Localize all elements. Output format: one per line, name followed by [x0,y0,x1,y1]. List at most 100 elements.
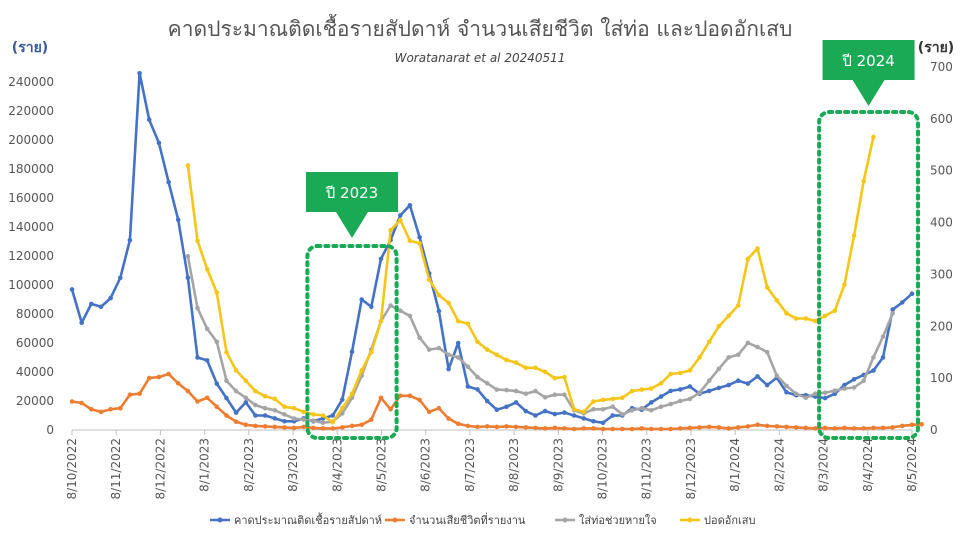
data-point [465,364,471,370]
data-point [494,387,500,392]
data-point [774,373,780,378]
data-point [388,303,393,308]
data-point [446,366,451,372]
data-point [822,390,828,396]
data-point [687,396,693,402]
data-point [359,368,365,373]
left-axis-unit-label: (ราย) [12,40,48,56]
left-axis-tick-label: 140000 [8,220,54,234]
data-point [253,388,258,394]
data-point [195,238,200,243]
data-point [600,426,606,432]
data-point [243,378,249,384]
data-point [533,365,538,371]
data-point [716,324,722,329]
data-point [504,404,509,410]
data-point [137,71,142,76]
data-point [301,409,307,415]
left-axis-tick-label: 160000 [8,191,54,205]
x-axis-tick-label: 8/9/2023 [551,438,565,492]
data-point [745,256,751,262]
data-point [465,321,471,327]
data-point [755,246,760,251]
data-point [185,388,191,394]
data-point [388,407,393,412]
data-point [243,400,249,405]
callout-label: ปี 2023 [325,184,378,202]
data-point [726,382,731,388]
data-point [716,425,722,430]
data-point [764,423,770,429]
data-point [156,374,162,380]
data-point [127,392,133,398]
data-point [484,398,490,404]
data-point [620,426,625,432]
data-point [871,368,876,373]
data-point [861,378,866,384]
data-point [668,371,673,377]
data-point [706,378,712,384]
data-point [706,388,712,394]
data-point [726,426,731,431]
x-axis-tick-label: 8/1/2023 [198,438,212,492]
data-point [880,355,886,360]
data-point [542,426,548,431]
data-point [610,426,615,432]
data-point [436,308,442,314]
data-point [793,391,799,397]
data-point [98,409,104,415]
data-point [426,277,432,282]
left-axis-tick-label: 100000 [8,278,54,292]
data-point [69,287,75,292]
legend-label: จำนวนเสียชีวิตที่รายงาน [409,512,526,527]
data-point [475,339,480,345]
series-line [70,72,913,425]
data-point [378,256,384,262]
right-axis-tick-label: 500 [930,164,953,178]
data-point [542,369,548,375]
data-point [214,404,220,410]
x-axis-tick-label: 8/3/2024 [817,438,831,492]
x-axis-tick-label: 8/4/2024 [861,438,875,492]
legend-marker [562,517,568,523]
data-point [697,425,702,430]
left-axis-tick-label: 220000 [8,104,54,118]
data-point [340,411,345,416]
data-point [79,400,84,406]
data-point [340,397,345,402]
data-point [581,426,586,431]
data-point [871,134,876,140]
data-point [735,378,741,384]
data-point [484,424,490,429]
data-point [233,388,239,394]
data-point [369,349,374,355]
data-point [851,377,857,382]
data-point [890,425,895,430]
legend-label: คาดประมาณติดเชื้อรายสัปดาห์ [234,512,382,527]
x-axis-tick-label: 8/12/2022 [153,438,167,500]
data-point [842,386,847,391]
data-point [291,405,297,411]
data-point [842,382,847,388]
data-point [233,419,239,425]
data-point [204,395,210,401]
data-point [98,304,104,310]
data-point [89,407,94,412]
data-point [146,117,152,122]
data-point [465,423,471,429]
data-point [484,347,490,352]
data-point [620,395,625,401]
data-point [890,307,895,312]
data-point [822,425,828,431]
data-point [417,397,422,403]
callout-label-box [822,40,915,80]
data-point [591,399,596,404]
data-point [649,426,654,432]
right-axis-tick-label: 300 [930,267,953,281]
series-line [186,256,894,424]
callout-2: ปี 2024 [817,40,921,440]
data-point [523,408,529,414]
x-axis-tick-label: 8/11/2022 [109,438,123,500]
data-point [224,413,229,418]
callout-arrow [336,212,368,238]
